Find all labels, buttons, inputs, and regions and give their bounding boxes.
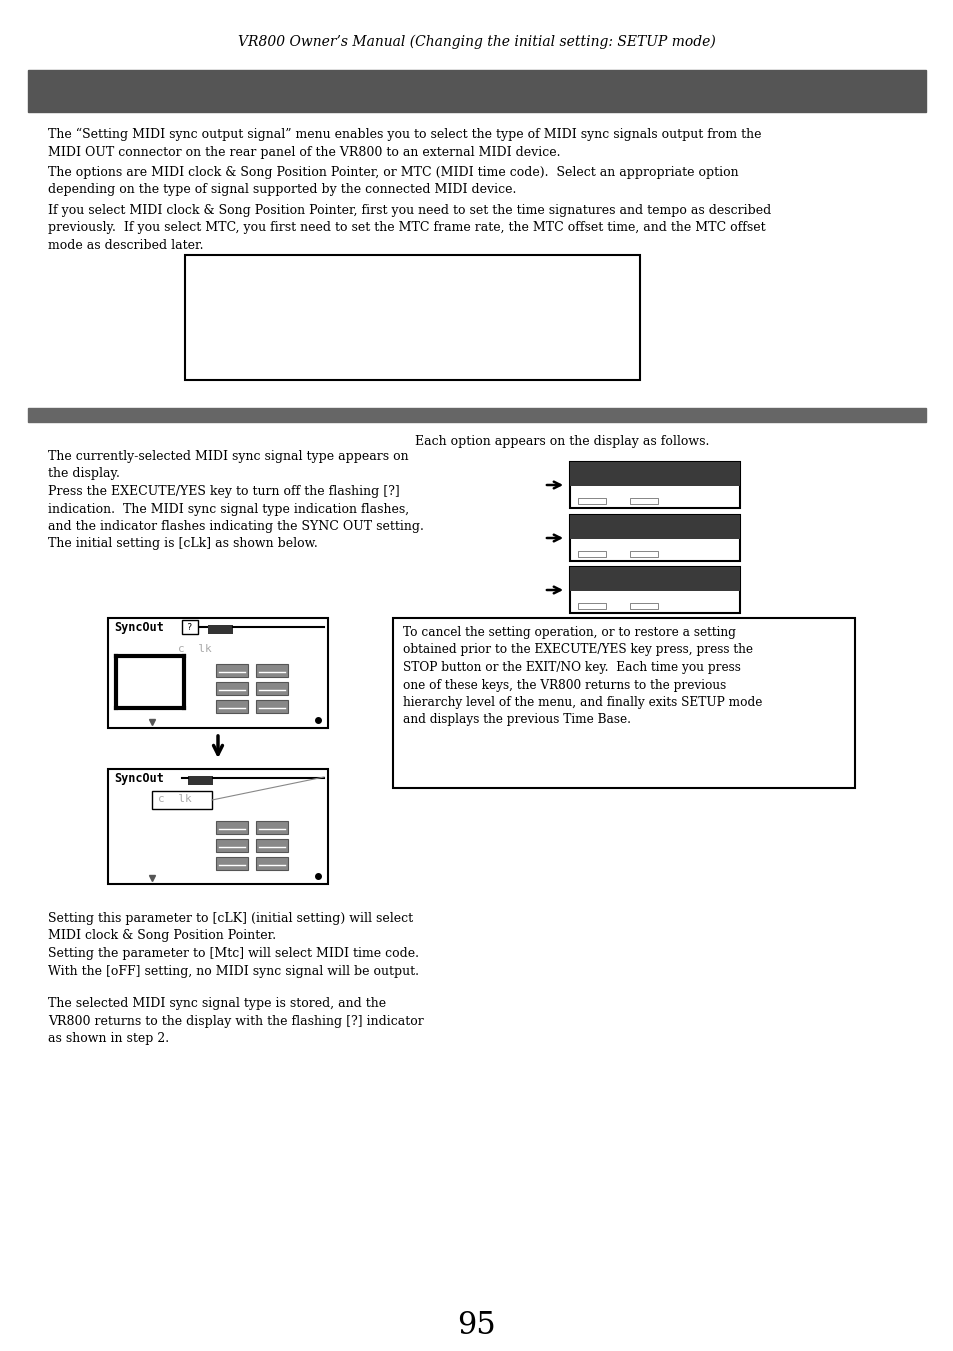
Bar <box>255 857 288 870</box>
Text: SyncOut: SyncOut <box>113 621 164 634</box>
Bar <box>215 700 248 713</box>
Bar <box>185 255 639 380</box>
Bar <box>569 462 740 486</box>
Text: SyncOut: SyncOut <box>113 771 164 785</box>
Text: Each option appears on the display as follows.: Each option appears on the display as fo… <box>415 435 709 449</box>
Bar <box>255 682 288 694</box>
Bar <box>28 70 925 112</box>
Bar <box>116 657 184 708</box>
Bar <box>182 620 198 634</box>
Bar <box>208 624 233 634</box>
Bar <box>28 408 925 422</box>
Bar <box>393 617 854 788</box>
Bar <box>108 769 328 884</box>
Bar <box>569 567 740 590</box>
Bar <box>108 617 328 728</box>
Text: The “Setting MIDI sync output signal” menu enables you to select the type of MID: The “Setting MIDI sync output signal” me… <box>48 128 760 158</box>
Bar <box>578 499 605 504</box>
Text: ?: ? <box>187 624 193 632</box>
Text: VR800 Owner’s Manual (Changing the initial setting: SETUP mode): VR800 Owner’s Manual (Changing the initi… <box>238 35 715 50</box>
Text: 95: 95 <box>457 1310 496 1342</box>
Text: The currently-selected MIDI sync signal type appears on
the display.
Press the E: The currently-selected MIDI sync signal … <box>48 450 423 550</box>
Text: The options are MIDI clock & Song Position Pointer, or MTC (MIDI time code).  Se: The options are MIDI clock & Song Positi… <box>48 166 738 196</box>
Text: If you select MIDI clock & Song Position Pointer, first you need to set the time: If you select MIDI clock & Song Position… <box>48 204 770 253</box>
Bar <box>629 603 658 609</box>
Text: To cancel the setting operation, or to restore a setting
obtained prior to the E: To cancel the setting operation, or to r… <box>402 626 761 727</box>
Bar <box>629 551 658 557</box>
Bar <box>569 515 740 561</box>
Bar <box>255 700 288 713</box>
Text: c  lk: c lk <box>178 644 212 654</box>
Bar <box>569 515 740 539</box>
Bar <box>215 682 248 694</box>
Bar <box>578 603 605 609</box>
Text: The selected MIDI sync signal type is stored, and the
VR800 returns to the displ: The selected MIDI sync signal type is st… <box>48 997 423 1046</box>
Bar <box>255 821 288 834</box>
Bar <box>629 499 658 504</box>
Bar <box>215 663 248 677</box>
Bar <box>255 663 288 677</box>
Bar <box>578 551 605 557</box>
Bar <box>188 775 213 785</box>
Bar <box>215 821 248 834</box>
Bar <box>569 462 740 508</box>
Bar <box>215 857 248 870</box>
Bar <box>152 790 212 809</box>
Bar <box>255 839 288 852</box>
Text: Setting this parameter to [cLK] (initial setting) will select
MIDI clock & Song : Setting this parameter to [cLK] (initial… <box>48 912 418 978</box>
Text: c  lk: c lk <box>158 794 192 804</box>
Bar <box>569 567 740 613</box>
Bar <box>215 839 248 852</box>
